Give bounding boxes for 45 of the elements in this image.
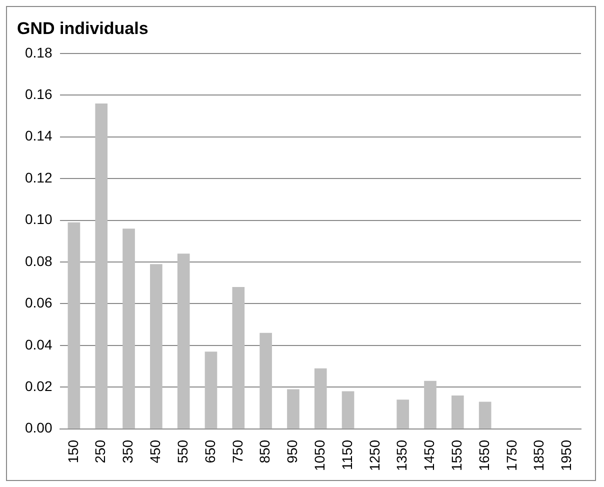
y-tick-label: 0.06: [25, 294, 52, 311]
bar: [122, 228, 135, 428]
x-tick-label: 1450: [421, 440, 438, 472]
bar: [314, 368, 327, 428]
x-tick-label: 1150: [338, 440, 355, 470]
bar: [95, 103, 108, 428]
bar: [177, 254, 190, 428]
x-tick-label: 350: [120, 440, 136, 464]
x-tick-label: 650: [202, 440, 218, 464]
x-tick-label: 1650: [476, 440, 492, 472]
x-tick-label: 1850: [530, 440, 547, 472]
x-tick-label: 1350: [394, 440, 410, 472]
bar: [451, 395, 464, 428]
bar: [287, 389, 300, 428]
x-tick-label: 550: [174, 440, 190, 464]
x-tick-label: 1550: [448, 440, 465, 472]
chart-title: GND individuals: [17, 18, 148, 38]
y-tick-label: 0.16: [25, 86, 52, 102]
y-tick-label: 0.08: [25, 252, 52, 269]
x-tick-label: 850: [256, 440, 273, 464]
bar: [260, 332, 272, 428]
bar: [150, 264, 162, 428]
bar: [424, 380, 436, 428]
y-tick-label: 0.04: [25, 336, 52, 352]
y-tick-label: 0.00: [25, 420, 52, 436]
y-tick-label: 0.02: [25, 378, 52, 394]
x-tick-label: 1050: [311, 440, 328, 472]
bar: [232, 287, 245, 428]
x-tick-label: 950: [284, 440, 300, 464]
y-tick-label: 0.14: [25, 128, 52, 144]
x-tick-label: 450: [147, 440, 164, 464]
bar: [342, 391, 354, 428]
bar: [204, 352, 218, 428]
y-tick-label: 0.10: [25, 211, 52, 228]
bar: [396, 400, 410, 428]
x-tick-label: 1250: [366, 440, 382, 472]
y-tick-label: 0.12: [25, 169, 52, 186]
x-tick-label: 250: [92, 440, 108, 464]
bar: [68, 222, 80, 428]
x-tick-label: 150: [64, 440, 81, 464]
bar: [478, 402, 492, 428]
x-tick-label: 750: [229, 440, 246, 464]
x-tick-label: 1950: [558, 440, 574, 472]
y-tick-label: 0.18: [25, 44, 52, 60]
x-tick-label: 1750: [503, 440, 520, 472]
